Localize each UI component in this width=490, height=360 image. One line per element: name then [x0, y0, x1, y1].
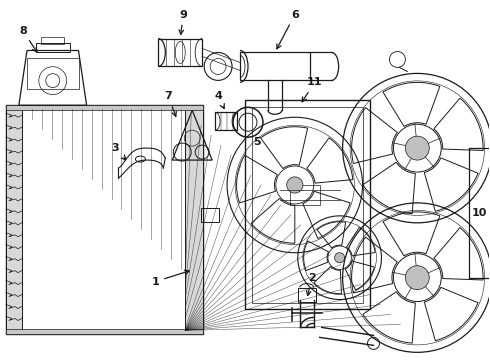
- Circle shape: [287, 177, 303, 193]
- Bar: [158, 39, 202, 67]
- Bar: [6, 105, 203, 334]
- Bar: [240, 53, 310, 80]
- Bar: [41, 37, 64, 44]
- Bar: [6, 105, 22, 334]
- Circle shape: [335, 253, 344, 263]
- Text: 5: 5: [253, 137, 261, 147]
- Text: 7: 7: [165, 91, 176, 116]
- Text: 1: 1: [151, 270, 189, 287]
- Text: 11: 11: [302, 77, 322, 102]
- Bar: [27, 58, 78, 89]
- Bar: [298, 288, 316, 302]
- Bar: [36, 42, 70, 53]
- Bar: [6, 329, 203, 334]
- Text: 4: 4: [214, 91, 224, 108]
- Circle shape: [405, 266, 429, 289]
- Text: 10: 10: [471, 208, 487, 218]
- Circle shape: [405, 136, 429, 160]
- Bar: [215, 112, 237, 130]
- Bar: [201, 208, 219, 222]
- Text: 6: 6: [277, 10, 299, 49]
- Bar: [185, 105, 203, 334]
- Text: 3: 3: [112, 143, 126, 160]
- Text: 8: 8: [19, 26, 37, 52]
- Bar: [6, 105, 203, 110]
- Text: 2: 2: [307, 273, 316, 296]
- Text: 9: 9: [179, 10, 187, 35]
- Bar: [290, 185, 319, 205]
